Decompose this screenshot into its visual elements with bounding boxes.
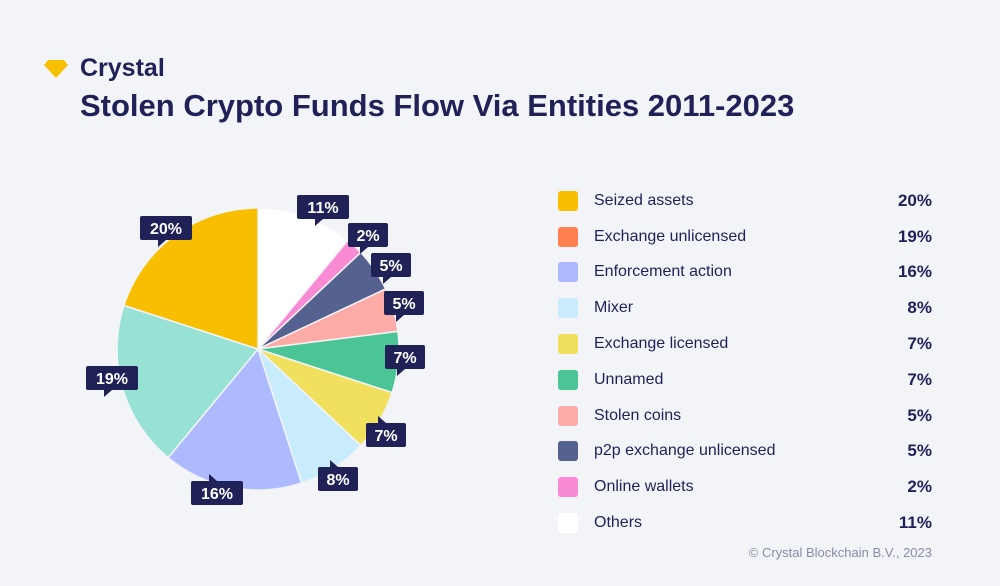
svg-text:5%: 5%: [379, 258, 402, 275]
legend-swatch: [558, 405, 578, 426]
legend-swatch: [558, 190, 578, 211]
legend-item: Enforcement action 16%: [558, 255, 932, 291]
legend-value: 5%: [907, 405, 932, 425]
legend-swatch: [558, 477, 578, 498]
legend-value: 19%: [897, 226, 932, 246]
data-label: 7%: [366, 416, 406, 447]
legend: Seized assets 20% Exchange unlicensed 19% En…: [558, 183, 932, 541]
svg-text:7%: 7%: [393, 350, 416, 367]
data-label: 8%: [318, 460, 358, 491]
data-label: 11%: [297, 195, 349, 226]
data-label: 20%: [140, 216, 192, 247]
brand-logo: Crystal: [44, 54, 165, 83]
legend-value: 5%: [907, 441, 932, 461]
legend-value: 20%: [897, 190, 932, 210]
legend-value: 7%: [907, 334, 932, 354]
legend-label: Unnamed: [594, 370, 664, 388]
page-title: Stolen Crypto Funds Flow Via Entities 20…: [80, 88, 795, 123]
legend-item: Unnamed 7%: [558, 362, 932, 398]
svg-text:5%: 5%: [392, 296, 415, 313]
copyright: © Crystal Blockchain B.V., 2023: [748, 545, 932, 560]
diamond-icon: [44, 59, 68, 78]
data-label: 2%: [348, 223, 388, 254]
legend-label: Enforcement action: [594, 263, 732, 281]
legend-swatch: [558, 226, 578, 247]
legend-label: Stolen coins: [594, 406, 682, 424]
legend-item: Stolen coins 5%: [558, 398, 932, 434]
svg-text:20%: 20%: [150, 221, 182, 238]
legend-label: Exchange licensed: [594, 335, 729, 353]
legend-value: 2%: [907, 477, 932, 497]
svg-text:7%: 7%: [374, 428, 397, 445]
data-label: 5%: [371, 253, 411, 284]
legend-swatch: [558, 334, 578, 355]
legend-value: 7%: [907, 369, 932, 389]
svg-text:8%: 8%: [326, 472, 349, 489]
brand-name: Crystal: [80, 54, 165, 82]
legend-item: Exchange unlicensed 19%: [558, 219, 932, 255]
legend-item: Online wallets 2%: [558, 469, 932, 505]
legend-label: Online wallets: [594, 478, 694, 496]
data-label: 19%: [86, 366, 138, 397]
data-label: 16%: [191, 474, 243, 505]
legend-label: Seized assets: [594, 191, 694, 209]
legend-item: Mixer 8%: [558, 290, 932, 326]
legend-swatch: [558, 369, 578, 390]
pie-chart: 11%2%5%5%7%7%8%16%19%20%: [86, 195, 425, 505]
legend-swatch: [558, 513, 578, 534]
legend-item: p2p exchange unlicensed 5%: [558, 434, 932, 470]
data-label: 7%: [385, 345, 425, 376]
svg-text:11%: 11%: [307, 200, 338, 217]
legend-item: Seized assets 20%: [558, 183, 932, 219]
legend-label: Mixer: [594, 299, 634, 317]
legend-label: p2p exchange unlicensed: [594, 442, 776, 460]
svg-text:19%: 19%: [96, 371, 128, 388]
legend-value: 11%: [898, 513, 932, 533]
legend-label: Exchange unlicensed: [594, 227, 747, 245]
legend-value: 16%: [897, 262, 932, 282]
svg-text:16%: 16%: [201, 486, 233, 503]
legend-item: Exchange licensed 7%: [558, 326, 932, 362]
legend-swatch: [558, 441, 578, 462]
legend-item: Others 11%: [558, 505, 932, 541]
legend-value: 8%: [907, 298, 932, 318]
legend-label: Others: [594, 514, 643, 532]
legend-swatch: [558, 298, 578, 319]
svg-text:2%: 2%: [356, 228, 379, 245]
legend-swatch: [558, 262, 578, 283]
data-label: 5%: [384, 291, 424, 322]
